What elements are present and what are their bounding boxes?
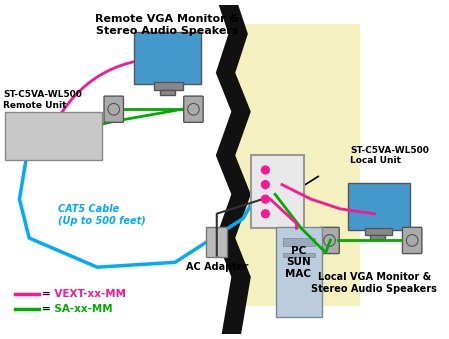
Circle shape (261, 210, 269, 218)
FancyBboxPatch shape (134, 32, 201, 84)
FancyBboxPatch shape (402, 227, 422, 254)
FancyBboxPatch shape (370, 235, 385, 239)
FancyBboxPatch shape (283, 253, 315, 258)
FancyBboxPatch shape (184, 96, 203, 122)
FancyBboxPatch shape (154, 82, 183, 90)
FancyBboxPatch shape (5, 112, 102, 160)
FancyBboxPatch shape (233, 24, 360, 306)
FancyBboxPatch shape (348, 183, 410, 230)
Text: AC Adapter: AC Adapter (185, 262, 248, 272)
FancyBboxPatch shape (206, 227, 228, 257)
Text: CAT5 Cable
(Up to 500 feet): CAT5 Cable (Up to 500 feet) (58, 204, 146, 226)
Text: = VEXT-xx-MM: = VEXT-xx-MM (42, 290, 126, 299)
Polygon shape (216, 5, 251, 334)
Circle shape (261, 166, 269, 174)
FancyBboxPatch shape (283, 238, 315, 246)
FancyBboxPatch shape (320, 227, 339, 254)
Text: Local VGA Monitor &
Stereo Audio Speakers: Local VGA Monitor & Stereo Audio Speaker… (311, 272, 437, 294)
Text: PC
SUN
MAC: PC SUN MAC (286, 246, 312, 279)
FancyBboxPatch shape (365, 228, 392, 235)
Text: =: = (42, 290, 54, 299)
FancyBboxPatch shape (251, 155, 304, 228)
Text: ST-C5VA-WL500
Local Unit: ST-C5VA-WL500 Local Unit (350, 146, 429, 165)
Text: Remote VGA Monitor &
Stereo Audio Speakers: Remote VGA Monitor & Stereo Audio Speake… (95, 15, 239, 36)
Circle shape (261, 181, 269, 188)
Circle shape (261, 195, 269, 203)
Text: = SA-xx-MM: = SA-xx-MM (42, 304, 112, 314)
Text: =: = (42, 304, 54, 314)
Text: ST-C5VA-WL500
Remote Unit: ST-C5VA-WL500 Remote Unit (3, 90, 82, 110)
FancyBboxPatch shape (276, 227, 322, 317)
FancyBboxPatch shape (160, 90, 175, 95)
FancyBboxPatch shape (104, 96, 123, 122)
